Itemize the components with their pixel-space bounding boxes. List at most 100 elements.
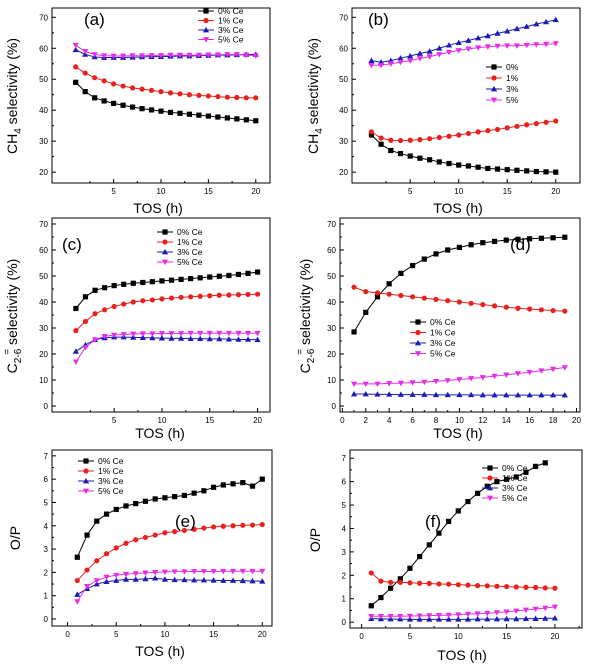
data-point — [513, 584, 519, 590]
y-axis-label-subscript: 2-6 — [13, 348, 24, 363]
data-point — [523, 23, 530, 29]
y-tick-label: 20 — [339, 168, 348, 177]
data-point — [120, 102, 126, 108]
data-point — [553, 118, 559, 124]
x-axis-label: TOS (h) — [433, 425, 483, 441]
data-point — [239, 577, 246, 584]
legend-entry: 3% Ce — [78, 476, 124, 486]
series-line-1-ce — [353, 286, 565, 312]
data-point — [523, 584, 529, 590]
data-point — [407, 565, 413, 571]
data-point — [426, 54, 433, 60]
data-point — [386, 391, 393, 397]
data-point — [220, 577, 227, 583]
y-tick-label: 4 — [342, 524, 347, 533]
data-point — [494, 30, 501, 36]
series-3-ce — [72, 46, 259, 60]
y-axis-label-subscript: 4 — [314, 128, 325, 134]
series-0 — [368, 132, 559, 175]
panel-label: (d) — [510, 235, 531, 254]
data-point — [397, 391, 404, 397]
data-point — [74, 554, 80, 560]
series-1-ce — [74, 521, 265, 584]
data-point — [149, 279, 155, 285]
data-point — [397, 55, 404, 61]
data-point — [122, 571, 130, 578]
y-tick-label: 1 — [44, 592, 49, 601]
data-point — [426, 580, 432, 587]
data-point — [416, 616, 423, 622]
data-point — [406, 613, 414, 620]
data-point — [188, 275, 194, 282]
data-point — [445, 612, 452, 619]
data-point — [216, 330, 223, 337]
series-3-ce — [74, 575, 266, 597]
data-point — [245, 291, 251, 298]
data-point — [407, 52, 414, 59]
x-tick-label: 5 — [112, 416, 117, 425]
data-point — [421, 379, 428, 386]
x-tick-label: 5 — [408, 632, 413, 641]
data-point — [230, 523, 236, 529]
data-point — [561, 391, 568, 398]
data-point — [111, 303, 117, 310]
data-point — [397, 579, 403, 585]
data-point — [465, 163, 472, 169]
x-tick-label: 12 — [478, 416, 487, 425]
data-point — [235, 330, 242, 337]
data-point — [485, 165, 491, 172]
data-point — [542, 585, 548, 591]
data-point — [254, 269, 261, 275]
data-point — [161, 576, 169, 582]
data-point — [407, 137, 413, 143]
data-point — [397, 380, 404, 387]
legend-entry: 1% — [486, 73, 519, 83]
data-point — [171, 576, 178, 583]
data-point — [455, 508, 461, 514]
legend: 0% Ce1% Ce3% Ce5% Ce — [410, 317, 456, 359]
data-point — [503, 237, 509, 243]
data-point — [368, 132, 375, 138]
series-0-ce — [73, 269, 261, 312]
data-point — [456, 132, 462, 138]
series-5-ce — [72, 330, 261, 365]
data-point — [386, 381, 393, 387]
data-point — [388, 585, 394, 591]
data-point — [132, 576, 139, 582]
x-axis-label: TOS (h) — [135, 643, 185, 659]
data-point — [503, 391, 510, 398]
data-point — [168, 335, 175, 341]
data-point — [362, 390, 369, 397]
y-tick-label: 0 — [44, 615, 49, 624]
data-point — [253, 118, 259, 124]
y-axis-label-main: O/P — [307, 528, 323, 552]
data-point — [172, 494, 178, 500]
legend-label: 0% Ce — [430, 317, 456, 327]
data-point — [416, 50, 424, 56]
data-point — [417, 137, 423, 143]
data-point — [378, 141, 384, 147]
data-point — [551, 615, 559, 621]
data-point — [82, 89, 88, 95]
data-point — [456, 162, 462, 168]
data-point — [186, 92, 193, 98]
data-point — [186, 52, 193, 59]
data-point — [74, 599, 81, 605]
legend-entry: 3% Ce — [157, 247, 203, 257]
data-point — [197, 335, 204, 341]
data-point — [514, 123, 520, 129]
data-point — [73, 328, 79, 334]
data-point — [181, 492, 187, 499]
data-point — [480, 240, 486, 246]
data-point — [504, 125, 510, 131]
x-tick-label: 18 — [549, 416, 558, 425]
data-point — [378, 135, 384, 141]
data-point — [148, 107, 155, 113]
data-point — [388, 137, 394, 143]
data-point — [139, 86, 145, 92]
data-point — [421, 256, 427, 262]
data-point — [475, 34, 482, 41]
chart-panel-f: 0 5 10 15 20 0 1 2 3 4 5 6 7 0% Ce1% Ce3% Ce5% Ce (f) T… — [307, 449, 583, 663]
x-axis-label: TOS (h) — [433, 200, 483, 216]
data-point — [216, 273, 222, 279]
